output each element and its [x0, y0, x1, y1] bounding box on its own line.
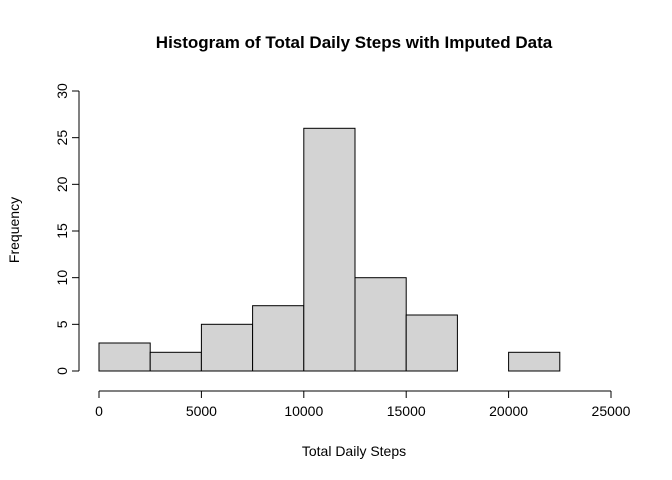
- y-axis: 0 5 10 15 20 25 30: [54, 83, 80, 375]
- y-tick-label: 15: [54, 223, 70, 239]
- histogram-bar: [200, 323, 254, 372]
- x-axis: 0 5000 10000 15000 20000 25000: [95, 390, 631, 419]
- x-axis-label: Total Daily Steps: [302, 443, 406, 459]
- histogram-bar: [508, 351, 561, 372]
- x-tick-label: 15000: [387, 403, 426, 419]
- y-tick-label: 30: [54, 83, 70, 99]
- y-axis-label: Frequency: [6, 197, 22, 263]
- x-tick-label: 5000: [186, 403, 217, 419]
- histogram-bar: [303, 127, 356, 372]
- y-tick-label: 5: [54, 320, 70, 328]
- y-tick-label: 20: [54, 176, 70, 192]
- histogram-bar: [98, 342, 151, 372]
- x-tick-label: 20000: [489, 403, 528, 419]
- x-tick-label: 25000: [592, 403, 631, 419]
- histogram-bar: [149, 351, 202, 372]
- x-tick-label: 0: [95, 403, 103, 419]
- y-tick-label: 25: [54, 130, 70, 146]
- histogram-bar: [354, 277, 407, 372]
- chart-title: Histogram of Total Daily Steps with Impu…: [156, 33, 553, 52]
- bars-group: [98, 127, 561, 372]
- y-tick-label: 10: [54, 270, 70, 286]
- x-tick-label: 10000: [284, 403, 323, 419]
- histogram-bar: [252, 305, 305, 372]
- y-tick-label: 0: [54, 367, 70, 375]
- histogram-bar: [405, 314, 458, 372]
